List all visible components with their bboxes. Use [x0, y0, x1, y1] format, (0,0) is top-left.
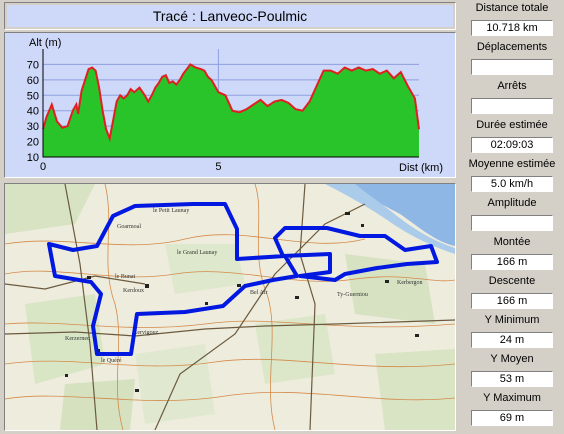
stat-value-avg-speed: 5.0 km/h — [471, 176, 553, 192]
altitude-area — [43, 64, 419, 157]
shore — [325, 184, 455, 254]
map-label: le Bunat — [115, 274, 135, 280]
stat-label-moves: Déplacements — [476, 41, 548, 53]
x-axis-label: Dist (km) — [399, 162, 443, 174]
map-label: le Petit Launay — [153, 208, 189, 214]
stat-label-amplitude: Amplitude — [487, 197, 537, 209]
elevation-profile-chart: 10 20 30 40 50 60 70 0 5 Alt (m) Dist (km) — [4, 32, 456, 178]
y-tick-label: 30 — [27, 121, 39, 133]
roads — [5, 184, 455, 430]
profile-svg: 10 20 30 40 50 60 70 0 5 Alt (m) Dist (km) — [27, 37, 443, 174]
stat-value-distance: 10.718 km — [471, 20, 553, 36]
stat-label-avg-speed: Moyenne estimée — [468, 158, 556, 170]
map-label: Ty-Guerniou — [337, 292, 368, 298]
stat-value-amplitude — [471, 215, 553, 231]
stat-label-distance: Distance totale — [475, 2, 549, 14]
stat-value-y-avg: 53 m — [471, 371, 553, 387]
map-label: Kerbergon — [397, 280, 423, 286]
field — [165, 244, 245, 294]
y-axis-label: Alt (m) — [29, 37, 61, 49]
stat-label-duration: Durée estimée — [476, 119, 548, 131]
y-tick-label: 70 — [27, 59, 39, 71]
map-label: Kerdoux — [123, 288, 144, 294]
sea — [345, 184, 455, 246]
stat-value-duration: 02:09:03 — [471, 137, 553, 153]
map-label: Bel Air — [250, 290, 268, 296]
x-tick-label: 5 — [215, 161, 221, 173]
map-svg: le Petit Launay Goarmoal le Grand Launay… — [5, 184, 455, 430]
map-label: Kervigouz — [133, 330, 159, 336]
stats-panel: Distance totale 10.718 km Déplacements A… — [463, 0, 561, 434]
axis-lines — [42, 49, 419, 158]
stat-value-stops — [471, 98, 553, 114]
title-panel: Tracé : Lanveoc-Poulmic — [4, 2, 456, 30]
stat-value-descent: 166 m — [471, 293, 553, 309]
map-label: Goarmoal — [117, 224, 141, 230]
stat-label-y-max: Y Maximum — [483, 392, 541, 404]
axes: 10 20 30 40 50 60 70 0 5 — [27, 49, 419, 173]
field — [60, 379, 135, 430]
altitude-line — [42, 63, 420, 143]
stat-value-y-min: 24 m — [471, 332, 553, 348]
gps-track[interactable] — [47, 202, 439, 356]
y-tick-label: 60 — [27, 75, 39, 87]
stat-label-descent: Descente — [488, 275, 536, 287]
field — [375, 349, 455, 430]
stat-label-y-avg: Y Moyen — [490, 353, 534, 365]
map-label: le Grand Launay — [177, 250, 217, 256]
y-tick-label: 50 — [27, 90, 39, 102]
map-label: le Quéré — [101, 358, 122, 364]
stat-value-ascent: 166 m — [471, 254, 553, 270]
route-title: Tracé : Lanveoc-Poulmic — [7, 5, 453, 27]
stat-value-moves — [471, 59, 553, 75]
topographic-map[interactable]: le Petit Launay Goarmoal le Grand Launay… — [4, 183, 456, 431]
y-tick-label: 40 — [27, 106, 39, 118]
x-tick-label: 0 — [40, 161, 46, 173]
field — [255, 314, 335, 384]
water-area — [325, 184, 455, 254]
y-tick-label: 10 — [27, 152, 39, 164]
stat-value-y-max: 69 m — [471, 410, 553, 426]
map-labels: le Petit Launay Goarmoal le Grand Launay… — [65, 208, 423, 364]
stat-label-y-min: Y Minimum — [484, 314, 540, 326]
stat-label-stops: Arrêts — [497, 80, 527, 92]
map-label: Kerzernec — [65, 336, 90, 342]
stat-label-ascent: Montée — [493, 236, 531, 248]
y-tick-label: 20 — [27, 137, 39, 149]
